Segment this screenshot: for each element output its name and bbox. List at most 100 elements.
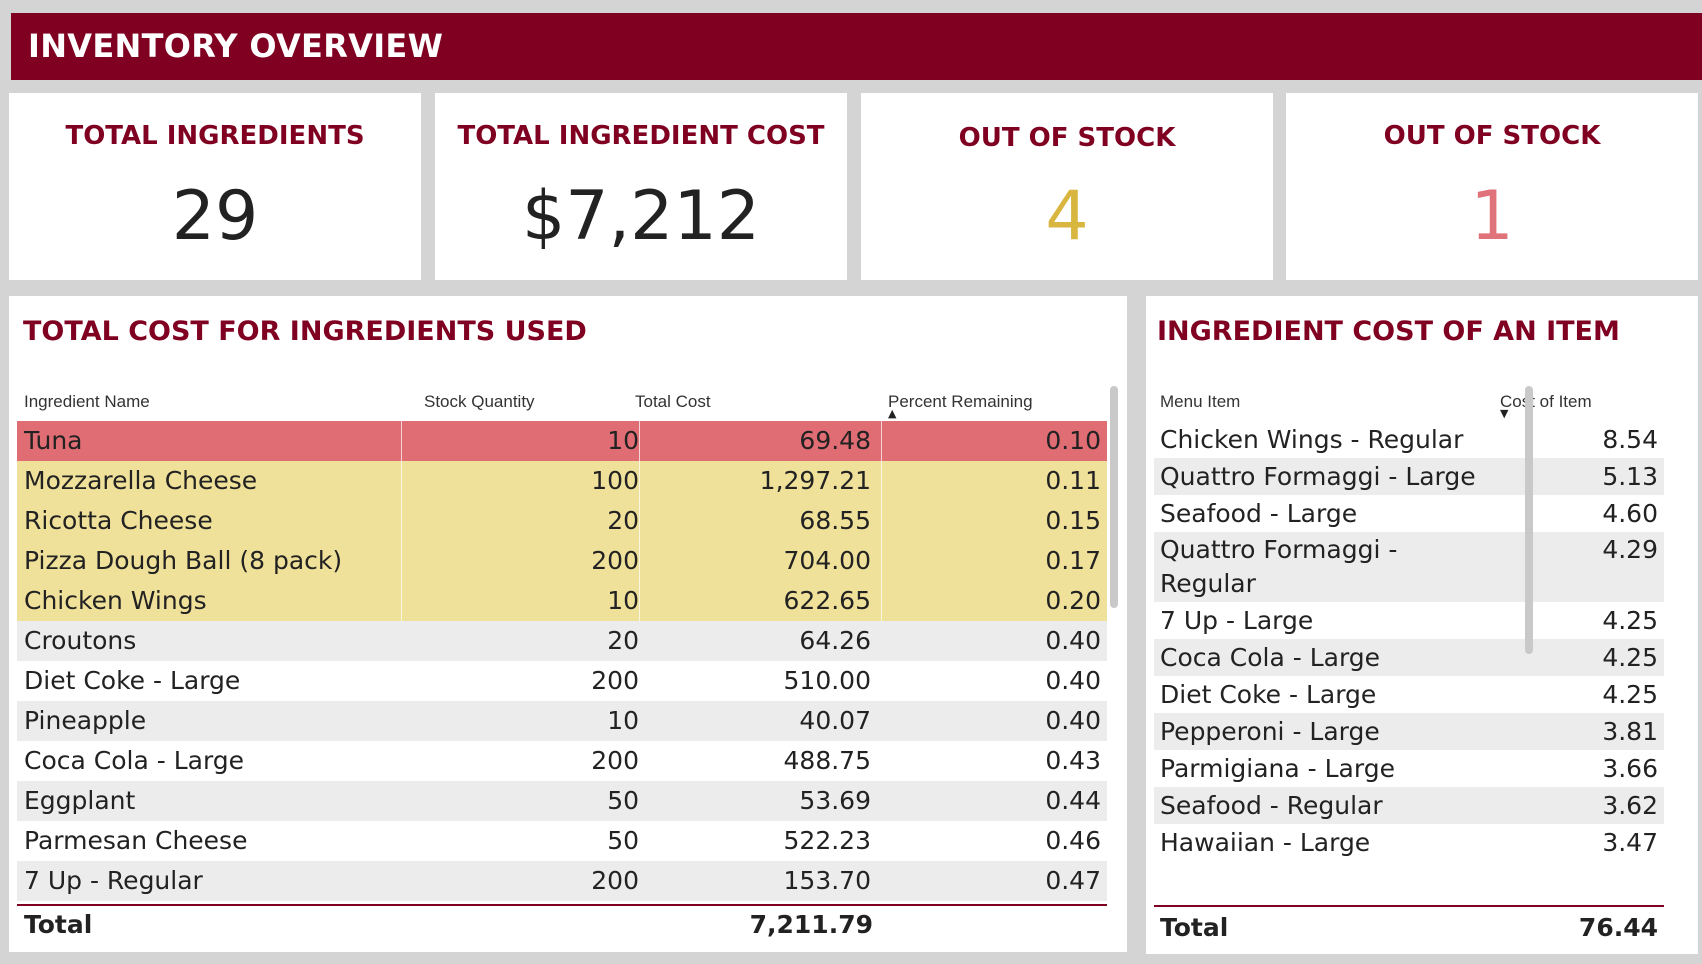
- table-row[interactable]: Coca Cola - Large 200 488.75 0.43: [17, 741, 1107, 781]
- percent-remaining-cell: 0.43: [1045, 746, 1101, 775]
- cost-of-item-cell: 4.29: [1602, 535, 1658, 564]
- total-cost-value: 76.44: [1578, 913, 1658, 942]
- total-cost-cell: 704.00: [783, 546, 871, 575]
- column-header-menu-item[interactable]: Menu Item: [1160, 392, 1241, 411]
- cost-of-item-cell: 8.54: [1602, 425, 1658, 454]
- stock-quantity-cell: 200: [591, 746, 639, 775]
- table-row[interactable]: Mozzarella Cheese 100 1,297.21 0.11: [17, 461, 1107, 501]
- menu-item-cell: Parmigiana - Large: [1160, 754, 1395, 783]
- stock-quantity-cell: 50: [607, 826, 639, 855]
- ingredient-name-cell: Eggplant: [24, 786, 136, 815]
- ingredients-cost-panel: TOTAL COST FOR INGREDIENTS USED Ingredie…: [9, 296, 1127, 952]
- page-title: INVENTORY OVERVIEW: [28, 27, 444, 65]
- total-cost-cell: 1,297.21: [759, 466, 871, 495]
- stock-quantity-cell: 50: [607, 786, 639, 815]
- kpi-card-out-of-stock-warning[interactable]: OUT OF STOCK 4: [861, 93, 1273, 280]
- table-row[interactable]: Chicken Wings - Regular 8.54: [1154, 421, 1664, 458]
- cell-divider: [881, 501, 882, 541]
- kpi-card-total-ingredients[interactable]: TOTAL INGREDIENTS 29: [9, 93, 421, 280]
- percent-remaining-cell: 0.44: [1045, 786, 1101, 815]
- table-row[interactable]: Seafood - Large 4.60: [1154, 495, 1664, 532]
- cell-divider: [401, 501, 402, 541]
- cell-divider: [881, 421, 882, 461]
- total-cost-cell: 53.69: [799, 786, 871, 815]
- table-row[interactable]: Pizza Dough Ball (8 pack) 200 704.00 0.17: [17, 541, 1107, 581]
- menu-item-cell: Chicken Wings - Regular: [1160, 425, 1464, 454]
- total-cost-cell: 488.75: [783, 746, 871, 775]
- table-row[interactable]: Diet Coke - Large 200 510.00 0.40: [17, 661, 1107, 701]
- table-row[interactable]: Eggplant 50 53.69 0.44: [17, 781, 1107, 821]
- table-row[interactable]: Quattro Formaggi - Regular 4.29: [1154, 532, 1664, 602]
- table-row[interactable]: 7 Up - Regular 200 153.70 0.47: [17, 861, 1107, 901]
- ingredient-name-cell: Ricotta Cheese: [24, 506, 213, 535]
- table-row[interactable]: Pineapple 10 40.07 0.40: [17, 701, 1107, 741]
- kpi-value: 1: [1470, 177, 1514, 256]
- table-row[interactable]: Chicken Wings 10 622.65 0.20: [17, 581, 1107, 621]
- percent-remaining-cell: 0.15: [1045, 506, 1101, 535]
- percent-remaining-cell: 0.11: [1045, 466, 1101, 495]
- item-cost-panel: INGREDIENT COST OF AN ITEM Menu Item Cos…: [1146, 296, 1698, 954]
- ingredient-name-cell: Mozzarella Cheese: [24, 466, 258, 495]
- column-header-stock-quantity[interactable]: Stock Quantity: [424, 392, 535, 411]
- menu-item-cell: Diet Coke - Large: [1160, 680, 1377, 709]
- total-cost-cell: 622.65: [783, 586, 871, 615]
- cost-of-item-cell: 3.81: [1602, 717, 1658, 746]
- kpi-card-out-of-stock-critical[interactable]: OUT OF STOCK 1: [1286, 93, 1698, 280]
- cost-of-item-cell: 4.25: [1602, 680, 1658, 709]
- panel-title: TOTAL COST FOR INGREDIENTS USED: [23, 316, 587, 347]
- kpi-value: 29: [171, 177, 259, 256]
- percent-remaining-cell: 0.47: [1045, 866, 1101, 895]
- menu-item-cell: Seafood - Regular: [1160, 791, 1383, 820]
- table-row[interactable]: Pepperoni - Large 3.81: [1154, 713, 1664, 750]
- cost-of-item-cell: 3.62: [1602, 791, 1658, 820]
- cost-of-item-cell: 5.13: [1602, 462, 1658, 491]
- sort-down-icon[interactable]: ▼: [1500, 407, 1509, 420]
- ingredient-name-cell: Tuna: [24, 426, 83, 455]
- cell-divider: [881, 461, 882, 501]
- total-cost-cell: 522.23: [783, 826, 871, 855]
- stock-quantity-cell: 10: [607, 586, 639, 615]
- table-row[interactable]: Diet Coke - Large 4.25: [1154, 676, 1664, 713]
- cost-of-item-cell: 4.25: [1602, 643, 1658, 672]
- table-row[interactable]: Parmigiana - Large 3.66: [1154, 750, 1664, 787]
- table-row[interactable]: Coca Cola - Large 4.25: [1154, 639, 1664, 676]
- total-cost-value: 7,211.79: [749, 910, 873, 939]
- menu-item-cell: Hawaiian - Large: [1160, 828, 1371, 857]
- column-header-ingredient-name[interactable]: Ingredient Name: [24, 392, 150, 411]
- cell-divider: [401, 541, 402, 581]
- table-row[interactable]: Hawaiian - Large 3.47: [1154, 824, 1664, 861]
- total-divider: [1154, 905, 1664, 907]
- table-row[interactable]: Croutons 20 64.26 0.40: [17, 621, 1107, 661]
- column-header-percent-remaining[interactable]: Percent Remaining: [888, 392, 1033, 411]
- stock-quantity-cell: 100: [591, 466, 639, 495]
- cell-divider: [639, 421, 640, 461]
- kpi-card-total-cost[interactable]: TOTAL INGREDIENT COST $7,212: [435, 93, 847, 280]
- total-cost-cell: 510.00: [783, 666, 871, 695]
- percent-remaining-cell: 0.20: [1045, 586, 1101, 615]
- stock-quantity-cell: 200: [591, 546, 639, 575]
- cell-divider: [401, 581, 402, 621]
- table-row[interactable]: Ricotta Cheese 20 68.55 0.15: [17, 501, 1107, 541]
- cost-of-item-cell: 3.66: [1602, 754, 1658, 783]
- ingredient-name-cell: Pizza Dough Ball (8 pack): [24, 546, 343, 575]
- total-cost-cell: 64.26: [799, 626, 871, 655]
- table-row[interactable]: Seafood - Regular 3.62: [1154, 787, 1664, 824]
- cost-of-item-cell: 4.25: [1602, 606, 1658, 635]
- stock-quantity-cell: 200: [591, 666, 639, 695]
- column-header-total-cost[interactable]: Total Cost: [635, 392, 711, 411]
- total-cost-cell: 68.55: [799, 506, 871, 535]
- table-row[interactable]: 7 Up - Large 4.25: [1154, 602, 1664, 639]
- table-row[interactable]: Tuna 10 69.48 0.10: [17, 421, 1107, 461]
- menu-item-cell: Quattro Formaggi - Large: [1160, 462, 1476, 491]
- stock-quantity-cell: 10: [607, 706, 639, 735]
- table-row[interactable]: Quattro Formaggi - Large 5.13: [1154, 458, 1664, 495]
- scrollbar-thumb[interactable]: [1110, 386, 1118, 608]
- sort-up-icon[interactable]: ▲: [888, 407, 897, 420]
- percent-remaining-cell: 0.40: [1045, 666, 1101, 695]
- table-row[interactable]: Parmesan Cheese 50 522.23 0.46: [17, 821, 1107, 861]
- column-header-cost-of-item[interactable]: Cost of Item: [1500, 392, 1592, 411]
- cell-divider: [881, 581, 882, 621]
- total-divider: [17, 904, 1107, 906]
- scrollbar-thumb[interactable]: [1525, 386, 1533, 654]
